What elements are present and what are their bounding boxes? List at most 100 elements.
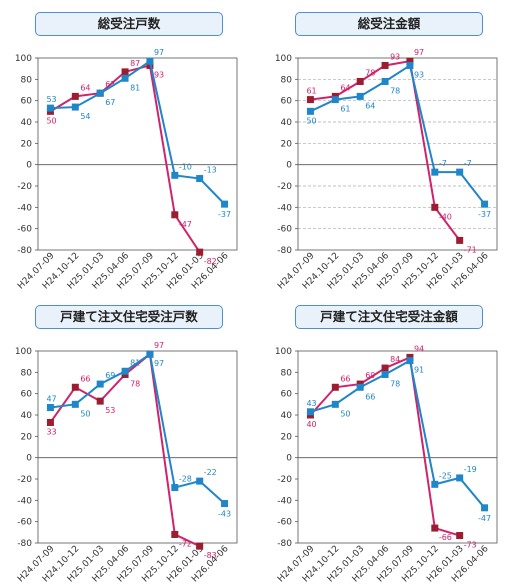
data-point [331, 96, 339, 104]
data-point [171, 171, 179, 179]
data-point [196, 477, 204, 485]
y-tick-label: 40 [281, 411, 293, 421]
y-tick-label: 80 [281, 75, 293, 85]
data-point [96, 397, 104, 405]
data-label: -71 [464, 245, 477, 254]
y-tick-label: 100 [275, 347, 292, 357]
data-label: 50 [80, 409, 90, 418]
data-label: 84 [390, 355, 400, 364]
chart-title: 総受注戸数 [35, 12, 223, 36]
data-label: 97 [414, 48, 424, 57]
y-tick-label: 60 [21, 390, 33, 400]
data-label: 61 [340, 105, 350, 114]
data-label: 93 [154, 70, 164, 79]
data-label: -82 [204, 257, 217, 266]
data-label: -66 [439, 533, 452, 542]
data-point [46, 104, 54, 112]
y-tick-label: -80 [17, 246, 32, 256]
data-label: 47 [46, 395, 56, 404]
y-tick-label: 100 [15, 54, 32, 64]
data-point [481, 504, 489, 512]
data-label: 53 [46, 95, 56, 104]
data-point [171, 530, 179, 538]
series-line [50, 352, 226, 505]
data-label: 40 [306, 420, 316, 429]
y-tick-label: -40 [277, 496, 292, 506]
data-point [406, 61, 414, 69]
y-tick-label: 20 [281, 139, 293, 149]
data-point [121, 68, 129, 76]
y-tick-label: 40 [281, 118, 293, 128]
data-point [96, 89, 104, 97]
data-label: -37 [478, 210, 491, 219]
series-line [310, 359, 486, 509]
data-point [146, 350, 154, 358]
chart-title: 戸建て注文住宅受注戸数 [35, 305, 223, 329]
data-label: 78 [390, 86, 400, 95]
data-label: -10 [179, 162, 192, 171]
data-point [146, 57, 154, 65]
data-point [196, 542, 204, 550]
data-point [306, 96, 314, 104]
data-point [431, 168, 439, 176]
data-label: -13 [204, 166, 217, 175]
data-point [381, 77, 389, 85]
data-point [71, 383, 79, 391]
data-label: 69 [365, 371, 375, 380]
chart-panel-custom-home-units: 戸建て注文住宅受注戸数 100 80 60 40 20 0 -20 -40 -60 -80 H24.… [0, 293, 260, 586]
y-tick-label: 0 [286, 161, 292, 171]
data-label: -28 [179, 475, 192, 484]
data-label: 64 [365, 101, 375, 110]
y-tick-label: 60 [281, 390, 293, 400]
data-label: 50 [306, 116, 316, 125]
y-tick-label: 40 [21, 118, 33, 128]
y-tick-label: 20 [21, 139, 33, 149]
data-point [431, 480, 439, 488]
chart-title: 総受注金額 [295, 12, 483, 36]
plot-area [37, 57, 238, 251]
y-tick-label: -20 [17, 475, 32, 485]
data-label: 69 [105, 371, 115, 380]
y-tick-label: 0 [286, 454, 292, 464]
y-tick-label: 0 [26, 161, 32, 171]
chart-title: 戸建て注文住宅受注金額 [295, 305, 483, 329]
y-tick-label: -40 [17, 203, 32, 213]
y-tick-label: -40 [17, 496, 32, 506]
data-point [71, 400, 79, 408]
data-label: 64 [340, 83, 350, 92]
data-point [71, 103, 79, 111]
data-point [331, 400, 339, 408]
y-tick-label: 80 [21, 75, 33, 85]
data-point [331, 383, 339, 391]
data-point [356, 77, 364, 85]
data-point [381, 61, 389, 69]
data-point [431, 203, 439, 211]
data-label: 61 [306, 87, 316, 96]
data-point [46, 404, 54, 412]
data-label: -47 [179, 220, 192, 229]
data-label: 50 [46, 116, 56, 125]
y-tick-label: 80 [21, 368, 33, 378]
data-label: 43 [306, 399, 316, 408]
data-point [381, 370, 389, 378]
data-point [456, 168, 464, 176]
data-label: -47 [478, 514, 491, 523]
data-point [481, 200, 489, 208]
data-point [456, 236, 464, 244]
data-label: 50 [340, 409, 350, 418]
data-label: -72 [179, 539, 192, 548]
data-label: 64 [80, 83, 90, 92]
data-point [456, 474, 464, 482]
data-point [121, 367, 129, 375]
data-label: -7 [439, 159, 447, 168]
data-point [356, 92, 364, 100]
data-point [456, 532, 464, 540]
y-tick-label: 0 [26, 454, 32, 464]
line-chart-svg: 100806040200-20-40-60-80H24.07-09H24.10-… [15, 341, 238, 585]
data-label: 87 [130, 59, 140, 68]
data-point [196, 175, 204, 183]
data-point [196, 248, 204, 256]
y-tick-label: -60 [277, 225, 292, 235]
data-point [356, 383, 364, 391]
data-label: 78 [390, 379, 400, 388]
